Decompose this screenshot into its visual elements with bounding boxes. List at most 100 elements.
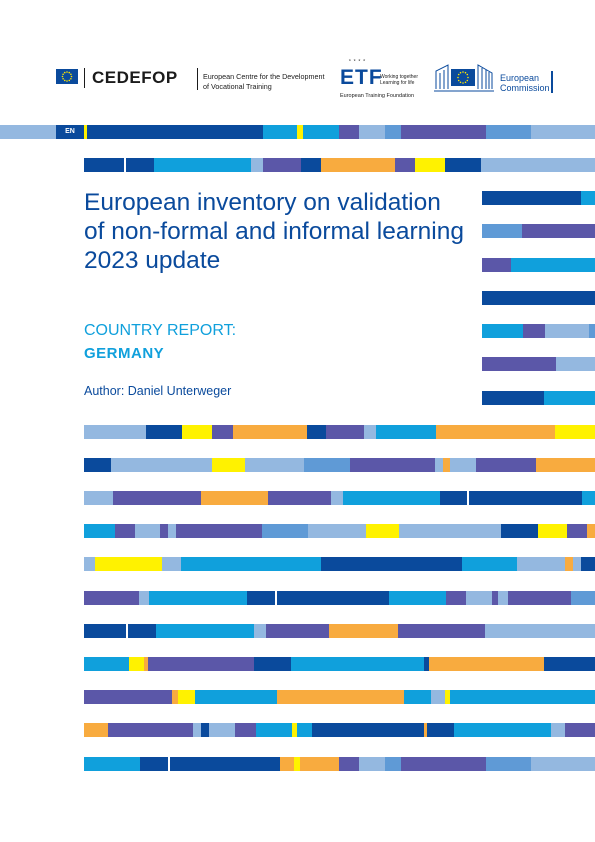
stripe-segment bbox=[172, 690, 178, 704]
stripe-segment bbox=[581, 557, 595, 571]
stripe-segment bbox=[508, 591, 571, 605]
stripe-row bbox=[84, 158, 595, 172]
report-subtitle: COUNTRY REPORT: bbox=[84, 322, 237, 339]
etf-tagline-line: Learning for life bbox=[380, 80, 415, 86]
stripe-segment bbox=[326, 425, 364, 439]
stripe-segment bbox=[262, 524, 308, 538]
stripe-segment bbox=[254, 624, 266, 638]
stripe-segment bbox=[312, 723, 424, 737]
stripe-segment bbox=[536, 458, 595, 472]
stripe-segment bbox=[476, 458, 536, 472]
stripe-segment bbox=[551, 723, 565, 737]
stripe-row bbox=[84, 690, 595, 704]
stripe-segment bbox=[170, 757, 280, 771]
commission-accent-bar bbox=[551, 71, 553, 93]
stripe-segment bbox=[498, 591, 508, 605]
stripe-segment bbox=[587, 524, 595, 538]
stripe-segment bbox=[582, 491, 595, 505]
stripe-segment bbox=[589, 324, 595, 338]
stripe-segment bbox=[450, 690, 595, 704]
stripe-segment bbox=[209, 723, 235, 737]
stripe-segment bbox=[545, 324, 589, 338]
stripe-segment bbox=[544, 657, 595, 671]
stripe-segment bbox=[84, 591, 139, 605]
stripe-segment bbox=[485, 624, 595, 638]
stripe-segment bbox=[359, 757, 385, 771]
stripe-segment bbox=[182, 425, 212, 439]
stripe-segment bbox=[482, 391, 544, 405]
logo-divider bbox=[84, 68, 85, 88]
stripe-segment bbox=[162, 557, 181, 571]
stripe-row bbox=[482, 324, 595, 338]
stripe-segment bbox=[297, 125, 303, 139]
stripe-segment bbox=[129, 657, 144, 671]
stripe-segment bbox=[427, 723, 454, 737]
stripe-segment bbox=[294, 757, 300, 771]
stripe-segment bbox=[482, 357, 556, 371]
stripe-segment bbox=[304, 458, 350, 472]
stripe-segment bbox=[385, 757, 401, 771]
stripe-segment bbox=[385, 125, 401, 139]
stripe-segment bbox=[555, 425, 595, 439]
stripe-segment bbox=[343, 491, 440, 505]
stripe-segment bbox=[149, 591, 247, 605]
stripe-segment bbox=[482, 224, 522, 238]
stripe-segment bbox=[140, 757, 168, 771]
commission-building-icon bbox=[434, 61, 494, 93]
stripe-segment bbox=[263, 125, 297, 139]
stripe-row bbox=[482, 224, 595, 238]
stripe-segment bbox=[245, 458, 304, 472]
stripe-segment bbox=[148, 657, 254, 671]
stripe-segment bbox=[84, 524, 115, 538]
report-title: European inventory on validation of non-… bbox=[84, 189, 464, 274]
stripe-segment bbox=[366, 524, 399, 538]
stripe-segment bbox=[321, 557, 462, 571]
stripe-segment bbox=[251, 158, 263, 172]
stripe-segment bbox=[297, 723, 312, 737]
stripe-segment bbox=[84, 557, 95, 571]
stripe-segment bbox=[84, 657, 129, 671]
stripe-segment bbox=[126, 158, 154, 172]
stripe-segment bbox=[321, 158, 395, 172]
stripe-segment bbox=[329, 624, 398, 638]
stripe-segment bbox=[482, 258, 511, 272]
stripe-segment bbox=[160, 524, 168, 538]
stripe-segment bbox=[84, 757, 140, 771]
etf-logo: ETF bbox=[340, 66, 383, 89]
stripe-segment bbox=[87, 125, 263, 139]
stripe-segment bbox=[176, 524, 262, 538]
stripe-segment bbox=[469, 491, 582, 505]
stripe-segment bbox=[84, 491, 113, 505]
stripe-segment bbox=[233, 425, 307, 439]
eu-flag-icon bbox=[56, 69, 78, 84]
stripe-segment bbox=[565, 723, 595, 737]
stripe-row bbox=[84, 723, 595, 737]
stripe-segment bbox=[115, 524, 135, 538]
stripe-segment bbox=[111, 458, 212, 472]
stripe-segment bbox=[193, 723, 201, 737]
top-stripe-band bbox=[0, 125, 595, 139]
stripe-row bbox=[84, 491, 595, 505]
stripe-segment bbox=[424, 723, 427, 737]
stripe-segment bbox=[364, 425, 376, 439]
stripe-segment bbox=[556, 357, 595, 371]
etf-tagline: Working together Learning for life bbox=[380, 74, 420, 86]
stripe-segment bbox=[398, 624, 485, 638]
stripe-segment bbox=[492, 591, 498, 605]
stripe-segment bbox=[291, 657, 424, 671]
stripe-segment bbox=[139, 591, 149, 605]
stripe-segment bbox=[201, 723, 209, 737]
stripe-segment bbox=[401, 757, 486, 771]
stripe-segment bbox=[339, 125, 359, 139]
stripe-segment bbox=[254, 657, 291, 671]
cedefop-logo: CEDEFOP bbox=[92, 68, 178, 87]
stripe-segment bbox=[156, 624, 254, 638]
stripe-segment bbox=[523, 324, 545, 338]
stripe-segment bbox=[401, 125, 486, 139]
stripe-segment bbox=[511, 258, 595, 272]
stripe-segment bbox=[454, 723, 551, 737]
stripe-segment bbox=[135, 524, 160, 538]
stripe-segment bbox=[0, 125, 56, 139]
stripe-segment bbox=[280, 757, 294, 771]
stripe-segment bbox=[431, 690, 445, 704]
